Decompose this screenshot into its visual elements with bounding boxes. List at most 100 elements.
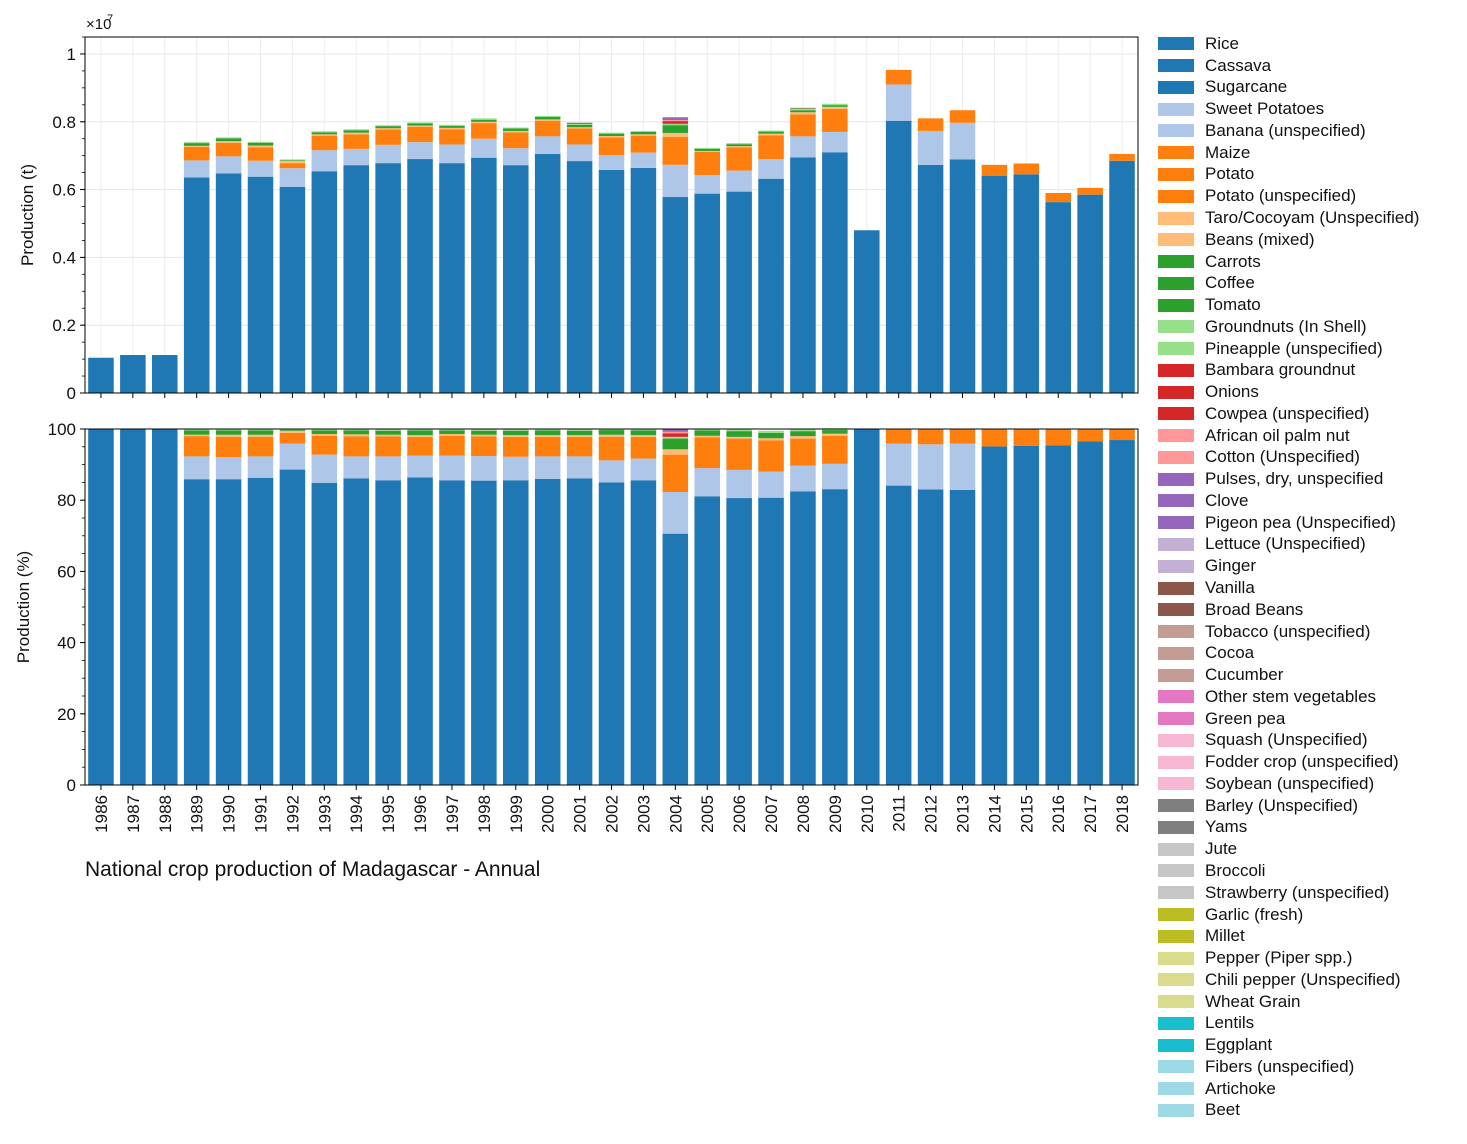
bar-segment (758, 133, 784, 136)
bar-segment (503, 165, 529, 393)
legend-item: Cocoa (1158, 642, 1419, 664)
bar-segment (726, 498, 752, 785)
bar-segment (343, 429, 369, 431)
bar-segment (854, 230, 880, 393)
legend-swatch (1158, 886, 1194, 900)
x-tick-label: 1995 (379, 795, 398, 833)
bar-segment (949, 443, 976, 490)
bar-segment (630, 430, 657, 436)
bar-segment (471, 456, 497, 481)
legend-item: Maize (1158, 142, 1419, 164)
legend-label: Eggplant (1205, 1035, 1273, 1055)
legend-label: Banana (unspecified) (1205, 120, 1366, 140)
legend-label: Soybean (unspecified) (1205, 773, 1375, 793)
bar-segment (215, 457, 242, 480)
bar-segment (503, 435, 529, 437)
legend-swatch (1158, 59, 1194, 73)
bar-segment (598, 132, 625, 134)
bar-segment (662, 164, 689, 198)
bar-segment (917, 489, 944, 785)
legend-label: Strawberry (unspecified) (1205, 882, 1390, 902)
legend-item: Chili pepper (Unspecified) (1158, 969, 1419, 991)
bar-segment (790, 465, 816, 492)
bar-segment (471, 434, 497, 437)
bar-segment (566, 127, 593, 129)
bar-segment (790, 431, 816, 437)
legend-label: Squash (Unspecified) (1205, 730, 1368, 750)
bar-segment (662, 118, 689, 121)
x-tick-label: 1988 (156, 795, 175, 833)
bar-segment (822, 108, 848, 132)
bar-segment (503, 128, 529, 131)
bar-segment (375, 429, 401, 431)
legend-item: Potato (1158, 164, 1419, 186)
legend-swatch (1158, 864, 1194, 878)
bar-segment (949, 489, 976, 785)
bar-segment (662, 117, 689, 119)
legend-label: Beet (1205, 1100, 1240, 1120)
x-tick-label: 2001 (571, 795, 590, 833)
bar-segment (790, 429, 816, 432)
legend-item: Soybean (unspecified) (1158, 773, 1419, 795)
bar-segment (471, 429, 497, 431)
legend-item: Rice (1158, 33, 1419, 55)
legend-item: Lettuce (Unspecified) (1158, 534, 1419, 556)
bar-segment (662, 454, 689, 493)
bar-segment (566, 124, 593, 128)
bar-segment (598, 429, 625, 431)
bar-segment (215, 430, 242, 435)
bar-segment (407, 435, 433, 437)
bar-segment (311, 134, 338, 136)
bar-segment (183, 177, 210, 393)
bar-segment (885, 429, 912, 444)
legend-label: Wheat Grain (1205, 991, 1301, 1011)
legend-swatch (1158, 516, 1194, 530)
legend-item: Broccoli (1158, 860, 1419, 882)
bar-segment (1077, 429, 1103, 442)
bar-segment (439, 124, 465, 126)
legend-item: Garlic (fresh) (1158, 904, 1419, 926)
bar-segment (758, 471, 784, 498)
legend-item: Fodder crop (unspecified) (1158, 751, 1419, 773)
bar-segment (758, 135, 784, 160)
legend-item: Sweet Potatoes (1158, 98, 1419, 120)
bar-segment (279, 160, 306, 164)
legend-item: Carrots (1158, 251, 1419, 273)
bar-segment (949, 110, 976, 123)
y-tick-label: 0.4 (52, 248, 76, 267)
bar-segment (949, 429, 976, 444)
bar-segment (215, 434, 242, 437)
bar-segment (662, 449, 689, 455)
bar-segment (885, 120, 912, 394)
bar-segment (503, 132, 529, 149)
bar-segment (343, 148, 369, 166)
bar-segment (822, 430, 848, 434)
bar-segment (726, 143, 752, 145)
legend-item: Squash (Unspecified) (1158, 730, 1419, 752)
bar-segment (694, 148, 720, 151)
legend-swatch (1158, 1082, 1194, 1096)
bar-segment (694, 430, 720, 436)
bar-segment (566, 478, 593, 785)
legend-item: Strawberry (unspecified) (1158, 882, 1419, 904)
legend-label: Pulses, dry, unspecified (1205, 469, 1384, 489)
bar-segment (630, 435, 657, 437)
y-tick-label: 0 (67, 384, 76, 403)
legend-label: Other stem vegetables (1205, 686, 1377, 706)
y-tick-label: 0.2 (52, 316, 76, 335)
bar-segment (183, 456, 210, 480)
bar-segment (439, 455, 465, 481)
y-tick-label: 40 (57, 634, 76, 653)
legend-label: Tomato (1205, 295, 1261, 315)
bar-segment (311, 132, 338, 135)
bar-segment (694, 193, 720, 393)
legend-swatch (1158, 102, 1194, 116)
x-tick-label: 2012 (922, 795, 941, 833)
legend-label: Broccoli (1205, 860, 1266, 880)
bar-segment (503, 130, 529, 133)
bar-segment (375, 430, 401, 435)
bar-segment (885, 69, 912, 85)
top-panel: 0 0.2 0.4 0.6 0.8 1 Production (t) ×107 (18, 13, 1139, 403)
legend-swatch (1158, 385, 1194, 399)
bar-segment (311, 429, 338, 431)
